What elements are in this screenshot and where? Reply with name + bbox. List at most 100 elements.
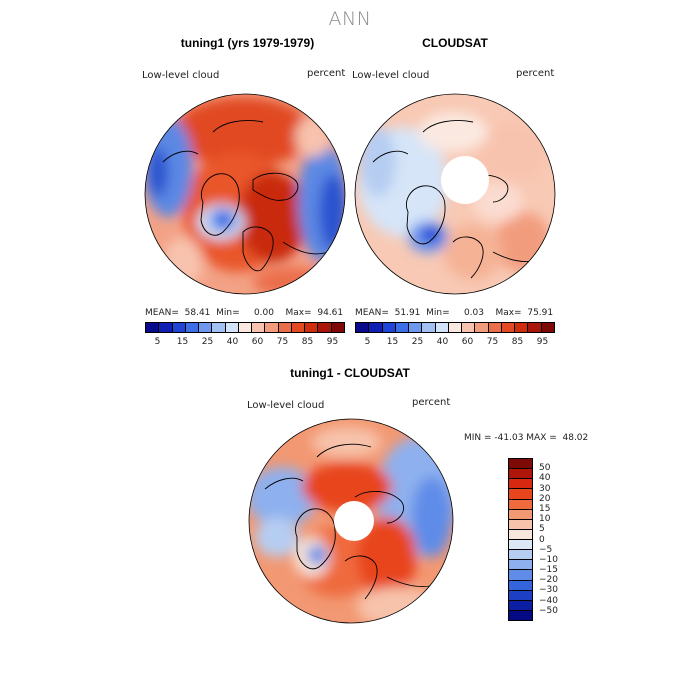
diff-colorbar-tick-label: 10 bbox=[539, 514, 551, 525]
colorbar-swatch bbox=[515, 323, 529, 332]
colorbar-tick-label: 95 bbox=[536, 337, 549, 347]
colorbar-swatch bbox=[305, 323, 319, 332]
colorbar-swatch bbox=[382, 323, 396, 332]
diff-colorbar-tick-label: 0 bbox=[539, 534, 545, 545]
diff-colorbar-swatch bbox=[509, 600, 532, 611]
colorbar-tick-label: 85 bbox=[301, 337, 314, 347]
diff-colorbar-swatch bbox=[509, 519, 532, 530]
panel2-colorbar-ticks: 5 15 25 40 60 75 85 95 bbox=[355, 337, 555, 349]
colorbar-swatch bbox=[448, 323, 463, 332]
diff-colorbar-tick-label: 5 bbox=[539, 524, 545, 535]
colorbar-tick-label: 85 bbox=[511, 337, 524, 347]
diff-colorbar-swatch bbox=[509, 509, 532, 520]
panel2-max: 75.91 bbox=[527, 308, 554, 318]
colorbar-swatch bbox=[475, 323, 489, 332]
panel1-units: percent bbox=[307, 68, 346, 79]
diff-panel-variable: Low-level cloud bbox=[247, 400, 325, 411]
colorbar-swatch bbox=[488, 323, 502, 332]
colorbar-swatch bbox=[291, 323, 306, 332]
colorbar-swatch bbox=[541, 323, 554, 332]
colorbar-swatch bbox=[225, 323, 239, 332]
diff-colorbar-ticks: 50 40 30 20 15 10 5 0 −5 −10 −15 −20 −30 −40 −50 bbox=[539, 458, 579, 621]
diff-colorbar-tick-label: −20 bbox=[539, 575, 558, 586]
diff-panel-minmax: MIN = -41.03 MAX = 48.02 bbox=[464, 433, 589, 443]
diff-panel-polar-map bbox=[248, 418, 454, 624]
diff-colorbar bbox=[508, 458, 533, 621]
diff-colorbar-swatch bbox=[509, 469, 532, 480]
panel2-units: percent bbox=[516, 68, 555, 79]
panel2-mean-label: MEAN= bbox=[355, 308, 389, 318]
diff-colorbar-swatch bbox=[509, 479, 532, 490]
panel2-polar-map bbox=[354, 93, 556, 295]
diff-colorbar-tick-label: 40 bbox=[539, 473, 551, 484]
colorbar-swatch bbox=[212, 323, 226, 332]
diff-colorbar-swatch bbox=[509, 560, 532, 571]
panel1-max-label: Max= bbox=[285, 308, 312, 318]
colorbar-tick-label: 25 bbox=[411, 337, 424, 347]
colorbar-swatch bbox=[278, 323, 292, 332]
colorbar-tick-label: 5 bbox=[154, 337, 161, 347]
colorbar-swatch bbox=[331, 323, 344, 332]
panel2-min: 0.03 bbox=[463, 308, 484, 318]
colorbar-swatch bbox=[528, 323, 542, 332]
colorbar-tick-label: 25 bbox=[201, 337, 214, 347]
diff-colorbar-swatch bbox=[509, 570, 532, 581]
panel2-max-label: Max= bbox=[495, 308, 522, 318]
panel1-polar-map bbox=[144, 93, 346, 295]
panel2-min-label: Min= bbox=[426, 308, 450, 318]
diff-colorbar-tick-label: −50 bbox=[539, 605, 558, 616]
diff-colorbar-tick-label: 50 bbox=[539, 463, 551, 474]
colorbar-swatch bbox=[409, 323, 423, 332]
colorbar-tick-label: 5 bbox=[364, 337, 371, 347]
colorbar-tick-label: 40 bbox=[436, 337, 449, 347]
colorbar-tick-label: 60 bbox=[461, 337, 474, 347]
colorbar-swatch bbox=[501, 323, 516, 332]
diff-colorbar-swatch bbox=[509, 499, 532, 510]
panel1-mean-label: MEAN= bbox=[145, 308, 179, 318]
colorbar-tick-label: 95 bbox=[326, 337, 339, 347]
colorbar-swatch bbox=[435, 323, 449, 332]
diff-colorbar-swatch bbox=[509, 590, 532, 601]
panel1-colorbar-ticks: 5 15 25 40 60 75 85 95 bbox=[145, 337, 345, 349]
colorbar-swatch bbox=[462, 323, 476, 332]
diff-colorbar-swatch bbox=[509, 610, 532, 620]
diff-colorbar-swatch bbox=[509, 459, 532, 470]
diff-panel-title: tuning1 - CLOUDSAT bbox=[290, 366, 410, 380]
colorbar-swatch bbox=[199, 323, 213, 332]
diff-panel-units: percent bbox=[412, 397, 451, 408]
panel2-variable: Low-level cloud bbox=[352, 70, 430, 81]
diff-colorbar-tick-label: 15 bbox=[539, 503, 551, 514]
diff-colorbar-tick-label: −10 bbox=[539, 554, 558, 565]
colorbar-swatch bbox=[422, 323, 436, 332]
colorbar-swatch bbox=[356, 323, 370, 332]
panel2-title: CLOUDSAT bbox=[422, 36, 488, 50]
panel2-mean: 51.91 bbox=[394, 308, 421, 318]
colorbar-tick-label: 40 bbox=[226, 337, 239, 347]
panel1-variable: Low-level cloud bbox=[142, 70, 220, 81]
panel1-mean: 58.41 bbox=[184, 308, 211, 318]
panel1-colorbar bbox=[145, 322, 345, 333]
colorbar-swatch bbox=[172, 323, 186, 332]
panel2-stats: MEAN= 51.91 Min= 0.03 Max= 75.91 bbox=[355, 308, 553, 318]
diff-colorbar-tick-label: −30 bbox=[539, 585, 558, 596]
diff-colorbar-tick-label: 30 bbox=[539, 483, 551, 494]
diff-colorbar-tick-label: −40 bbox=[539, 595, 558, 606]
colorbar-tick-label: 15 bbox=[176, 337, 189, 347]
diff-colorbar-swatch bbox=[509, 580, 532, 591]
colorbar-swatch bbox=[395, 323, 410, 332]
colorbar-swatch bbox=[265, 323, 279, 332]
colorbar-tick-label: 75 bbox=[276, 337, 289, 347]
panel1-min: 0.00 bbox=[253, 308, 274, 318]
panel2-colorbar bbox=[355, 322, 555, 333]
colorbar-tick-label: 60 bbox=[251, 337, 264, 347]
panel1-max: 94.61 bbox=[317, 308, 344, 318]
colorbar-tick-label: 75 bbox=[486, 337, 499, 347]
diff-colorbar-tick-label: −5 bbox=[539, 544, 553, 555]
colorbar-swatch bbox=[185, 323, 200, 332]
colorbar-swatch bbox=[146, 323, 160, 332]
colorbar-tick-label: 15 bbox=[386, 337, 399, 347]
diff-colorbar-tick-label: 20 bbox=[539, 493, 551, 504]
panel1-stats: MEAN= 58.41 Min= 0.00 Max= 94.61 bbox=[145, 308, 343, 318]
diff-colorbar-tick-label: −15 bbox=[539, 565, 558, 576]
colorbar-swatch bbox=[238, 323, 253, 332]
